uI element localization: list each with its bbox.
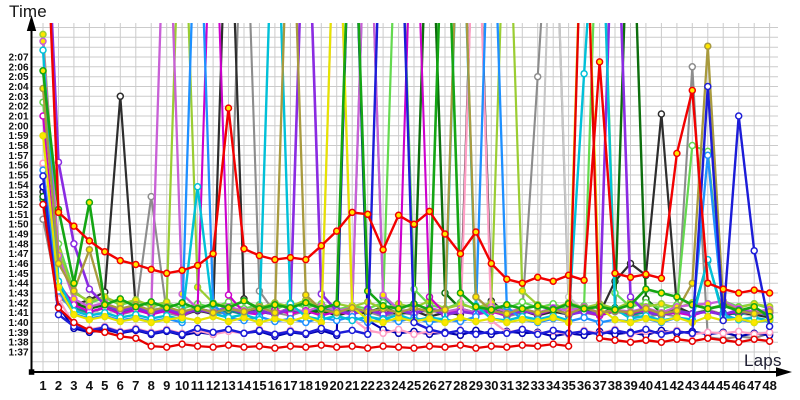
svg-text:1:57: 1:57 — [8, 151, 28, 162]
svg-text:12: 12 — [206, 378, 220, 393]
svg-text:33: 33 — [530, 378, 544, 393]
svg-text:44: 44 — [701, 378, 716, 393]
svg-text:43: 43 — [685, 378, 699, 393]
svg-text:1:51: 1:51 — [8, 210, 28, 221]
svg-text:45: 45 — [716, 378, 730, 393]
svg-text:2:02: 2:02 — [8, 102, 28, 113]
svg-text:2:07: 2:07 — [8, 53, 28, 64]
svg-text:2:04: 2:04 — [8, 82, 28, 93]
svg-text:1:52: 1:52 — [8, 200, 28, 211]
x-axis-arrow — [776, 367, 792, 377]
svg-text:1:42: 1:42 — [8, 298, 28, 309]
svg-text:18: 18 — [299, 378, 313, 393]
svg-text:1:54: 1:54 — [8, 180, 28, 191]
svg-text:1:37: 1:37 — [8, 348, 28, 359]
svg-text:29: 29 — [469, 378, 483, 393]
svg-text:38: 38 — [608, 378, 622, 393]
svg-text:27: 27 — [438, 378, 452, 393]
svg-text:11: 11 — [191, 378, 205, 393]
svg-text:17: 17 — [283, 378, 297, 393]
svg-text:2:00: 2:00 — [8, 121, 28, 132]
svg-text:26: 26 — [422, 378, 436, 393]
svg-text:25: 25 — [407, 378, 421, 393]
svg-text:1:58: 1:58 — [8, 141, 28, 152]
svg-text:46: 46 — [731, 378, 745, 393]
svg-text:1:49: 1:49 — [8, 230, 28, 241]
svg-text:30: 30 — [484, 378, 498, 393]
svg-text:32: 32 — [515, 378, 529, 393]
svg-text:23: 23 — [376, 378, 390, 393]
axes — [30, 28, 782, 373]
svg-text:1:39: 1:39 — [8, 328, 28, 339]
svg-text:2:03: 2:03 — [8, 92, 28, 103]
svg-text:8: 8 — [148, 378, 155, 393]
svg-text:7: 7 — [132, 378, 139, 393]
svg-text:2: 2 — [55, 378, 62, 393]
svg-text:1:56: 1:56 — [8, 161, 28, 172]
svg-text:16: 16 — [268, 378, 282, 393]
svg-text:37: 37 — [592, 378, 606, 393]
svg-text:1:43: 1:43 — [8, 289, 28, 300]
svg-text:1: 1 — [39, 378, 46, 393]
svg-text:10: 10 — [175, 378, 189, 393]
x-axis-title: Laps — [744, 351, 782, 370]
svg-text:6: 6 — [117, 378, 124, 393]
svg-text:48: 48 — [762, 378, 776, 393]
svg-text:1:53: 1:53 — [8, 190, 28, 201]
svg-text:5: 5 — [101, 378, 108, 393]
series-lines — [39, 23, 774, 352]
svg-text:34: 34 — [546, 378, 561, 393]
svg-text:2:06: 2:06 — [8, 62, 28, 73]
svg-text:1:55: 1:55 — [8, 171, 28, 182]
svg-text:1:50: 1:50 — [8, 220, 28, 231]
y-tick-labels: 2:072:062:052:042:032:022:012:001:591:58… — [8, 53, 28, 359]
origin-marker — [28, 369, 35, 375]
x-tick-labels: 1 2 3 4 5 6 7 8 9 10 11 12 13 14 15 16 17 18 19 20 21 22 23 24 2… — [39, 378, 776, 393]
svg-text:31: 31 — [500, 378, 514, 393]
svg-text:35: 35 — [561, 378, 575, 393]
svg-text:9: 9 — [163, 378, 170, 393]
svg-text:14: 14 — [237, 378, 252, 393]
svg-text:1:47: 1:47 — [8, 249, 28, 260]
svg-text:1:44: 1:44 — [8, 279, 28, 290]
svg-text:42: 42 — [670, 378, 684, 393]
svg-text:20: 20 — [329, 378, 343, 393]
svg-text:36: 36 — [577, 378, 591, 393]
y-axis-arrow — [26, 15, 37, 31]
svg-text:19: 19 — [314, 378, 328, 393]
svg-text:41: 41 — [654, 378, 668, 393]
svg-text:1:46: 1:46 — [8, 259, 28, 270]
svg-text:39: 39 — [623, 378, 637, 393]
svg-text:2:05: 2:05 — [8, 72, 28, 83]
svg-text:2:01: 2:01 — [8, 112, 28, 123]
svg-text:28: 28 — [453, 378, 467, 393]
svg-text:1:40: 1:40 — [8, 318, 28, 329]
svg-text:1:41: 1:41 — [8, 308, 28, 319]
svg-text:3: 3 — [70, 378, 77, 393]
svg-text:1:38: 1:38 — [8, 338, 28, 349]
svg-text:4: 4 — [86, 378, 94, 393]
svg-text:1:45: 1:45 — [8, 269, 28, 280]
svg-text:21: 21 — [345, 378, 359, 393]
svg-text:1:59: 1:59 — [8, 131, 28, 142]
svg-text:22: 22 — [360, 378, 374, 393]
svg-text:40: 40 — [639, 378, 653, 393]
y-axis-title: Time — [9, 2, 47, 21]
svg-text:13: 13 — [221, 378, 235, 393]
svg-text:24: 24 — [391, 378, 406, 393]
svg-text:15: 15 — [252, 378, 266, 393]
svg-text:1:48: 1:48 — [8, 239, 28, 250]
svg-text:47: 47 — [747, 378, 761, 393]
